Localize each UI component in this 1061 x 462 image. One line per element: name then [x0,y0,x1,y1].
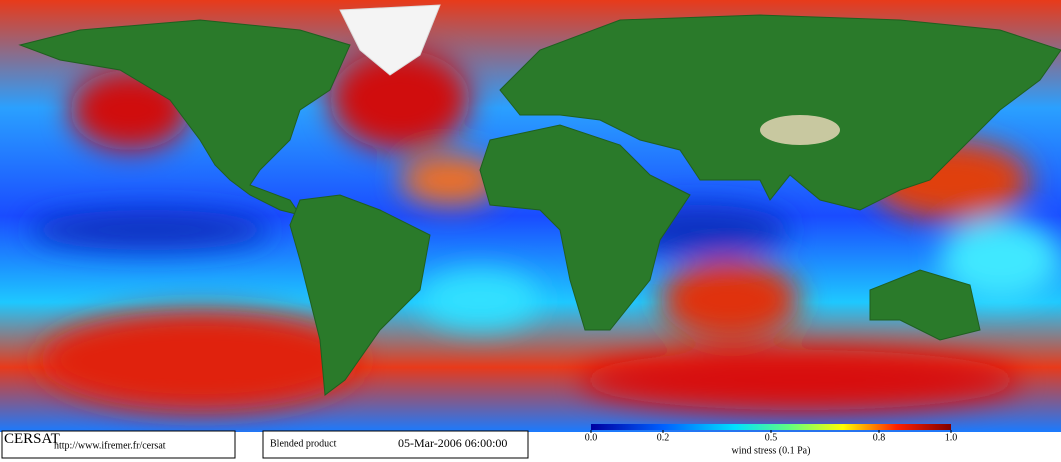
colorbar-tick-label: 0.2 [657,432,670,443]
colorbar-tick-label: 0.5 [765,432,778,443]
colorbar-tick-label: 0.0 [585,432,598,443]
date: 05-Mar-2006 06:00:00 [398,436,507,450]
logo-box [1,430,236,459]
product: Blended product [270,438,337,449]
logo: CERSAT [4,431,60,447]
product-box [262,430,529,459]
colorbar [591,424,951,430]
continents [18,4,1061,396]
url: http://www.ifremer.fr/cersat [54,440,166,451]
colorbar-tick-label: 1.0 [945,432,958,443]
colorbar-title: wind stress (0.1 Pa) [732,445,811,456]
colorbar-tick-label: 0.8 [873,432,886,443]
